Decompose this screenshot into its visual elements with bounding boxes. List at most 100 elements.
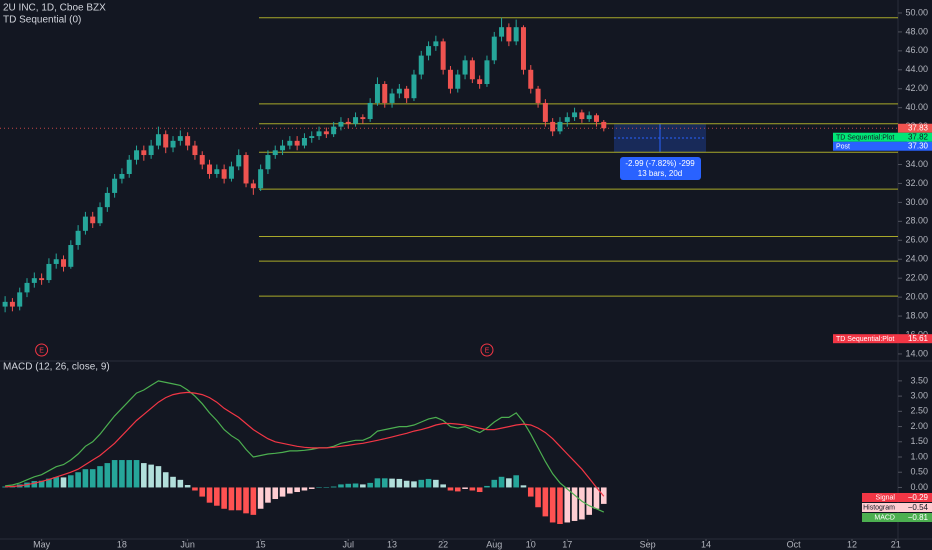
macd-value-label: −0.81: [908, 513, 929, 522]
candle-body: [2, 301, 8, 307]
histogram-bar: [60, 477, 67, 488]
candle-body: [199, 155, 205, 165]
macd-tick-label: 2.00: [910, 421, 928, 431]
price-label-name: TD Sequential:Plot: [836, 336, 894, 343]
time-tick-label: 18: [117, 539, 127, 549]
measure-text: 13 bars, 20d: [638, 169, 682, 178]
candle-body: [367, 102, 373, 120]
price-tick-label: 32.00: [905, 178, 928, 188]
macd-name-box: [862, 503, 898, 512]
candle-body: [221, 169, 227, 179]
price-tick-label: 50.00: [905, 7, 928, 17]
candle-body: [265, 155, 271, 170]
candle-body: [301, 137, 307, 146]
candle-body: [112, 178, 118, 193]
earnings-label: E: [485, 347, 490, 354]
earnings-label: E: [39, 347, 44, 354]
plot-layer: 14.0016.0018.0020.0022.0024.0026.0028.00…: [0, 7, 932, 549]
candle-body: [491, 36, 497, 61]
histogram-bar: [557, 487, 563, 524]
candle-body: [396, 88, 402, 94]
macd-name-box: [862, 493, 898, 502]
macd-value-label: −0.29: [908, 493, 929, 502]
candle-body: [280, 145, 286, 151]
price-label: 37.82: [908, 133, 929, 142]
histogram-bar: [294, 487, 300, 493]
price-tick-label: 48.00: [905, 26, 928, 36]
candle-body: [557, 121, 563, 132]
candle-body: [550, 121, 556, 132]
histogram-bar: [308, 487, 315, 489]
histogram-bar: [593, 487, 600, 509]
histogram-bar: [367, 482, 373, 488]
histogram-bar: [381, 478, 388, 488]
macd-name-label: Signal: [876, 495, 896, 502]
histogram-bar: [214, 487, 220, 506]
macd-value-box: [898, 513, 932, 522]
candle-body: [272, 150, 278, 156]
earnings-marker: [480, 343, 494, 357]
macd-tick-label: 3.00: [910, 390, 928, 400]
histogram-bar: [469, 487, 476, 491]
macd-tick-label: 1.50: [910, 436, 928, 446]
candle-body: [535, 88, 541, 103]
candle-body: [119, 173, 125, 179]
candle-body: [462, 60, 468, 75]
histogram-bar: [506, 478, 512, 488]
histogram-bar: [53, 477, 60, 488]
candle-body: [68, 245, 74, 267]
candle-body: [382, 84, 388, 103]
histogram-bar: [564, 487, 571, 523]
candle-body: [338, 121, 344, 127]
macd-line: [5, 380, 605, 513]
candle-body: [250, 183, 256, 189]
macd-tick-label: 0.00: [910, 482, 928, 492]
candle-body: [185, 136, 191, 146]
histogram-bar: [243, 487, 249, 514]
histogram-bar: [89, 469, 96, 488]
candle-body: [134, 150, 140, 160]
histogram-bar: [279, 487, 286, 497]
histogram-bar: [462, 487, 468, 489]
price-tick-label: 44.00: [905, 64, 928, 74]
candle-body: [309, 136, 315, 138]
time-tick-label: 21: [891, 539, 901, 549]
candle-body: [53, 259, 59, 264]
histogram-bar: [527, 487, 534, 497]
candle-body: [126, 159, 132, 174]
candle-body: [520, 27, 526, 70]
histogram-bar: [498, 476, 505, 488]
histogram-bar: [571, 487, 578, 521]
measure-text: -2.99 (-7.82%) -299: [625, 159, 695, 168]
candle-body: [148, 145, 154, 156]
price-label: 37.30: [908, 142, 929, 151]
macd-tick-label: 1.00: [910, 451, 928, 461]
candle-body: [513, 27, 519, 42]
price-label-name-box: [833, 132, 898, 142]
histogram-bar: [272, 487, 279, 500]
candle-body: [323, 131, 329, 135]
macd-tick-label: 0.50: [910, 467, 928, 477]
histogram-bar: [111, 460, 118, 488]
candle-body: [104, 192, 110, 208]
candle-body: [345, 121, 351, 124]
candle-body: [477, 79, 483, 85]
histogram-bar: [403, 480, 410, 488]
histogram-bar: [535, 487, 541, 508]
histogram-bar: [411, 481, 417, 488]
histogram-bar: [162, 472, 169, 488]
candle-body: [542, 102, 548, 122]
symbol-title: 2U INC, 1D, Cboe BZX: [3, 3, 106, 14]
histogram-bar: [316, 487, 322, 488]
macd-line: [5, 391, 605, 497]
candle-body: [469, 60, 475, 80]
time-tick-label: Jun: [180, 539, 195, 549]
histogram-bar: [330, 486, 337, 488]
histogram-bar: [257, 487, 264, 509]
histogram-bar: [433, 479, 439, 488]
price-label-box: [898, 334, 932, 344]
macd-name-label: MACD: [874, 515, 895, 522]
candle-body: [528, 69, 534, 89]
price-tick-label: 24.00: [905, 254, 928, 264]
